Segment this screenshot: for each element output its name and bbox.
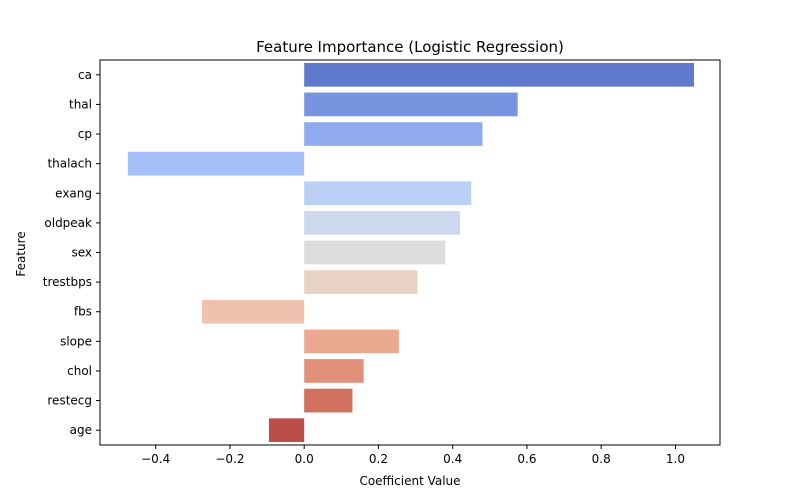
bar-restecg xyxy=(304,388,353,413)
bar-cp xyxy=(304,122,483,146)
x-tick-label: 0.4 xyxy=(443,452,462,466)
y-tick-label: trestbps xyxy=(43,275,92,289)
x-tick-label: 0.0 xyxy=(295,452,314,466)
x-tick-label: 1.0 xyxy=(666,452,685,466)
x-tick-label: −0.2 xyxy=(215,452,244,466)
y-tick-label: sex xyxy=(71,246,92,260)
x-tick-label: 0.8 xyxy=(592,452,611,466)
y-tick-label: chol xyxy=(67,364,92,378)
y-axis-label: Feature xyxy=(14,231,28,276)
y-tick-label: oldpeak xyxy=(44,216,92,230)
bar-thalach xyxy=(127,151,305,176)
y-ticks-group: ca thal cp thalach exang oldpeak sex trestbps fb… xyxy=(43,68,100,437)
y-tick-label: ca xyxy=(78,68,92,82)
x-tick-label: −0.4 xyxy=(141,452,170,466)
y-tick-label: thal xyxy=(69,97,92,111)
bar-age xyxy=(268,418,305,443)
y-tick-label: restecg xyxy=(47,394,92,408)
bar-thal xyxy=(304,92,518,117)
y-tick-label: age xyxy=(70,423,92,437)
x-tick-label: 0.6 xyxy=(517,452,536,466)
y-tick-label: exang xyxy=(55,186,92,200)
bar-slope xyxy=(304,329,399,354)
chart-title: Feature Importance (Logistic Regression) xyxy=(256,38,564,56)
y-tick-label: thalach xyxy=(47,157,92,171)
bars-group xyxy=(127,62,695,443)
x-axis-label: Coefficient Value xyxy=(359,474,460,488)
bar-ca xyxy=(304,62,695,87)
bar-trestbps xyxy=(304,270,418,294)
x-tick-label: 0.2 xyxy=(369,452,388,466)
y-tick-label: slope xyxy=(60,334,92,348)
bar-fbs xyxy=(202,299,305,324)
bar-chol xyxy=(304,359,364,383)
bar-sex xyxy=(304,240,446,265)
y-tick-label: cp xyxy=(78,127,92,141)
y-tick-label: fbs xyxy=(74,305,92,319)
x-ticks-group: −0.4 −0.2 0.0 0.2 0.4 0.6 0.8 1.0 xyxy=(141,445,685,466)
bar-exang xyxy=(304,181,472,206)
bar-oldpeak xyxy=(304,211,461,235)
